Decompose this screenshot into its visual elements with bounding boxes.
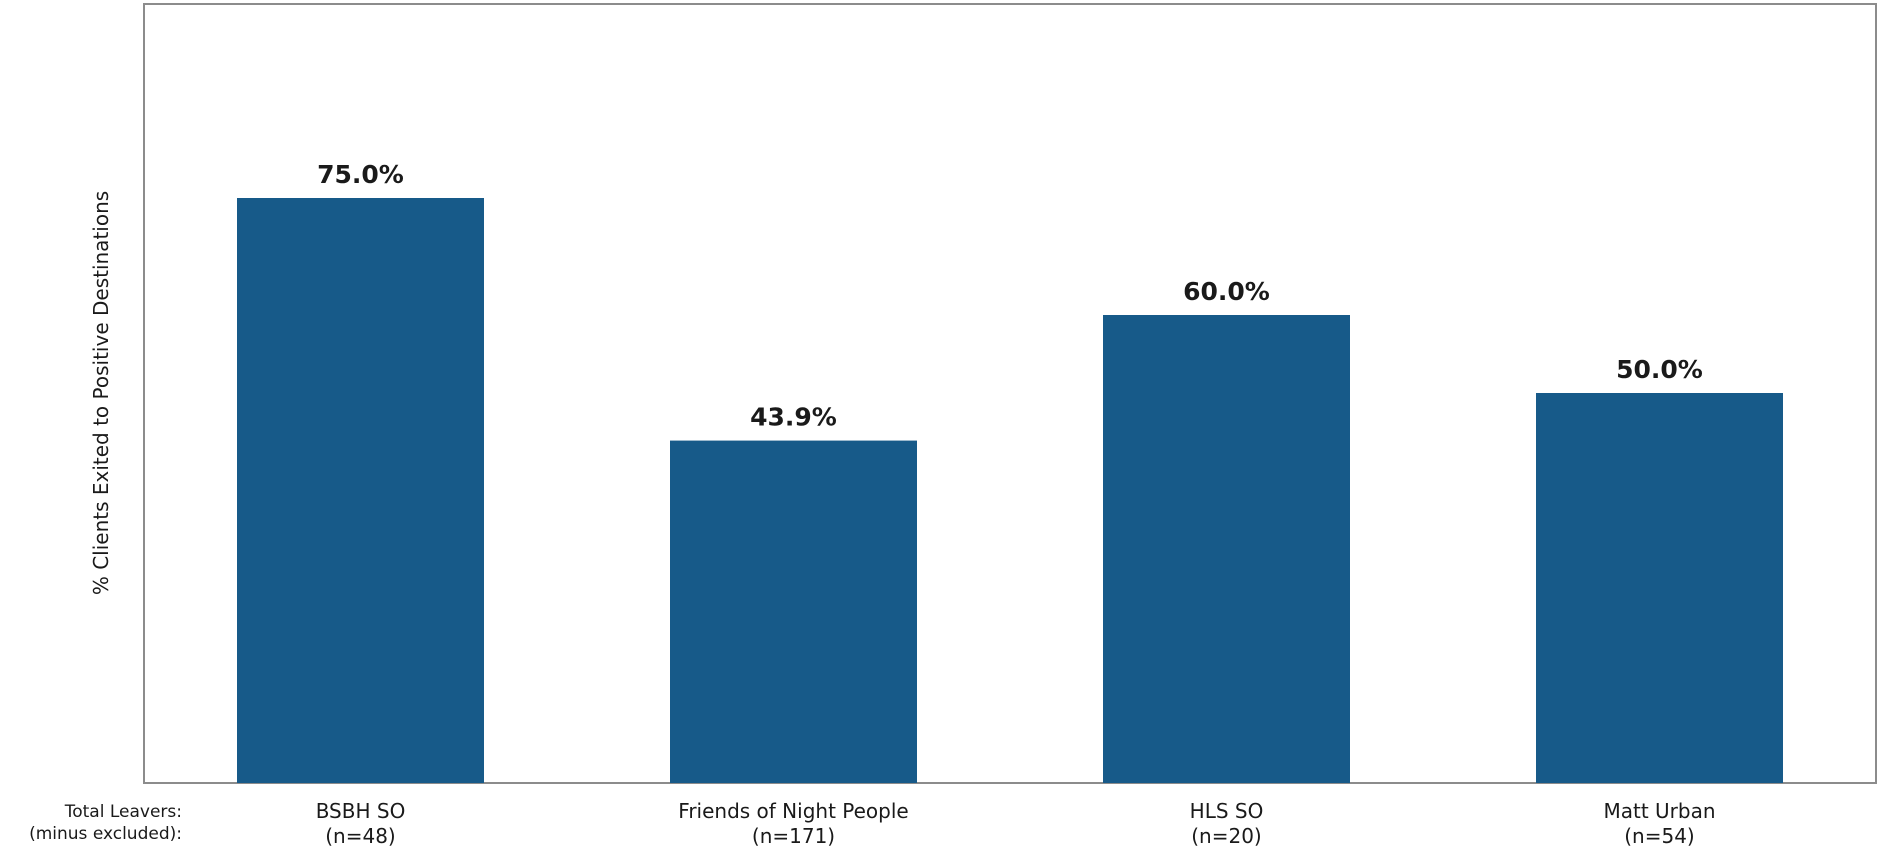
data-label-1: 75.0% [317, 160, 404, 189]
category-label-2: Friends of Night People [678, 799, 908, 823]
category-label-3: HLS SO [1190, 799, 1264, 823]
y-axis-title: % Clients Exited to Positive Destination… [89, 191, 113, 595]
bar-2 [670, 440, 917, 783]
total-leavers-label: Total Leavers: [64, 802, 182, 822]
category-label-1: BSBH SO [316, 799, 406, 823]
plot-frame [143, 3, 1877, 784]
bar-1 [237, 198, 484, 783]
minus-excluded-label: (minus excluded): [29, 824, 182, 844]
bars-layer: 75.0% BSBH SO(n=48) 43.9% Friends of Night … [237, 160, 1783, 848]
data-label-4: 50.0% [1616, 355, 1703, 384]
data-label-2: 43.9% [750, 403, 837, 432]
count-label-4: (n=54) [1624, 824, 1695, 848]
data-label-3: 60.0% [1183, 277, 1270, 306]
count-label-3: (n=20) [1191, 824, 1262, 848]
bar-3 [1103, 315, 1350, 783]
bar-4 [1536, 393, 1783, 783]
count-label-2: (n=171) [752, 824, 835, 848]
count-label-1: (n=48) [325, 824, 396, 848]
category-label-4: Matt Urban [1603, 799, 1715, 823]
